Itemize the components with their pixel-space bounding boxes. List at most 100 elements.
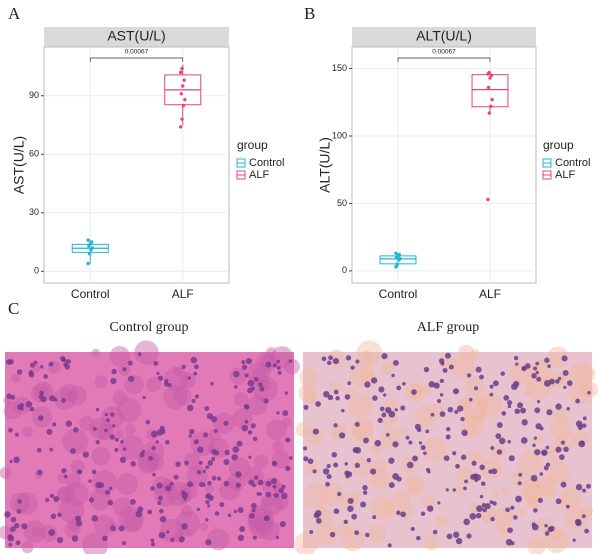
nucleus <box>492 501 497 506</box>
nucleus <box>258 492 263 496</box>
legend-title: group <box>237 138 268 152</box>
nucleus <box>276 359 281 364</box>
nucleus <box>278 487 284 494</box>
nucleus <box>581 423 587 428</box>
tissue-blot <box>112 390 128 406</box>
nucleus <box>46 428 53 435</box>
nucleus <box>207 480 212 486</box>
nucleus <box>163 382 169 387</box>
nucleus <box>62 358 67 363</box>
nucleus <box>51 422 57 427</box>
tissue-blot <box>491 489 500 498</box>
nucleus <box>191 398 196 403</box>
tissue-blot <box>527 536 546 554</box>
tissue-blot <box>564 505 589 530</box>
tissue-blot <box>134 340 159 365</box>
nucleus <box>510 505 515 510</box>
tissue-blot <box>351 490 363 501</box>
nucleus <box>452 531 460 538</box>
nucleus <box>61 398 66 403</box>
tissue-blot <box>183 452 201 470</box>
nucleus <box>4 511 11 518</box>
nucleus <box>482 507 487 513</box>
nucleus <box>575 518 582 526</box>
tissue-blot <box>123 513 143 532</box>
nucleus <box>105 489 111 495</box>
nucleus <box>518 472 523 477</box>
point <box>489 73 494 78</box>
tissue-blot <box>284 359 300 375</box>
nucleus <box>326 360 332 366</box>
nucleus <box>544 531 550 536</box>
tissue-blot <box>576 364 596 384</box>
nucleus <box>110 525 116 531</box>
tissue-blot <box>581 505 593 517</box>
tissue-blot <box>471 406 487 423</box>
tissue-blot <box>421 436 447 462</box>
nucleus <box>16 369 23 375</box>
nucleus <box>309 530 314 534</box>
tissue-blot <box>33 381 54 402</box>
nucleus <box>258 382 263 387</box>
tissue-blot <box>568 381 592 405</box>
tissue-blot <box>520 478 545 504</box>
nucleus <box>501 411 507 416</box>
nucleus <box>61 468 67 474</box>
nucleus <box>13 522 20 529</box>
tissue-blot <box>435 515 448 528</box>
nucleus <box>558 454 565 460</box>
nucleus <box>370 377 378 384</box>
nucleus <box>580 440 585 445</box>
tissue-blot <box>252 376 278 402</box>
nucleus <box>470 473 477 480</box>
nucleus <box>323 391 330 398</box>
nucleus <box>210 416 218 423</box>
tissue-blot <box>370 443 383 456</box>
nucleus <box>539 426 544 431</box>
nucleus <box>104 413 108 417</box>
nucleus <box>114 447 119 452</box>
histology-image <box>0 340 300 554</box>
nucleus <box>436 398 442 404</box>
nucleus <box>193 364 199 370</box>
nucleus <box>344 462 349 466</box>
nucleus <box>370 468 377 475</box>
nucleus <box>104 428 108 433</box>
point <box>178 125 183 129</box>
nucleus <box>111 368 117 375</box>
nucleus <box>49 395 56 402</box>
nucleus <box>122 367 127 372</box>
y-tick-label: 50 <box>337 198 347 208</box>
nucleus <box>88 479 92 483</box>
strip <box>44 27 229 47</box>
nucleus <box>539 472 544 476</box>
tissue-blot <box>305 427 324 446</box>
chart-title: AST(U/L) <box>107 28 165 44</box>
tissue-blot <box>109 345 131 367</box>
nucleus <box>156 482 163 489</box>
nucleus <box>344 394 351 400</box>
nucleus <box>156 429 164 436</box>
nucleus <box>428 381 436 388</box>
nucleus <box>505 507 510 513</box>
tissue-blot <box>573 429 591 447</box>
nucleus <box>167 383 172 387</box>
tissue-blot <box>458 344 475 361</box>
nucleus <box>178 536 185 543</box>
point <box>489 104 493 109</box>
nucleus <box>173 474 179 480</box>
nucleus <box>560 481 567 488</box>
nucleus <box>517 402 524 409</box>
nucleus <box>196 469 202 475</box>
nucleus <box>121 541 127 546</box>
nucleus <box>437 501 441 505</box>
point <box>488 76 492 80</box>
nucleus <box>461 429 468 437</box>
tissue-blot <box>298 383 318 403</box>
tissue-blot <box>208 429 221 441</box>
nucleus <box>396 510 401 516</box>
nucleus <box>347 381 352 386</box>
tissue-blot <box>190 431 215 457</box>
nucleus <box>73 427 79 433</box>
nucleus <box>446 533 453 540</box>
